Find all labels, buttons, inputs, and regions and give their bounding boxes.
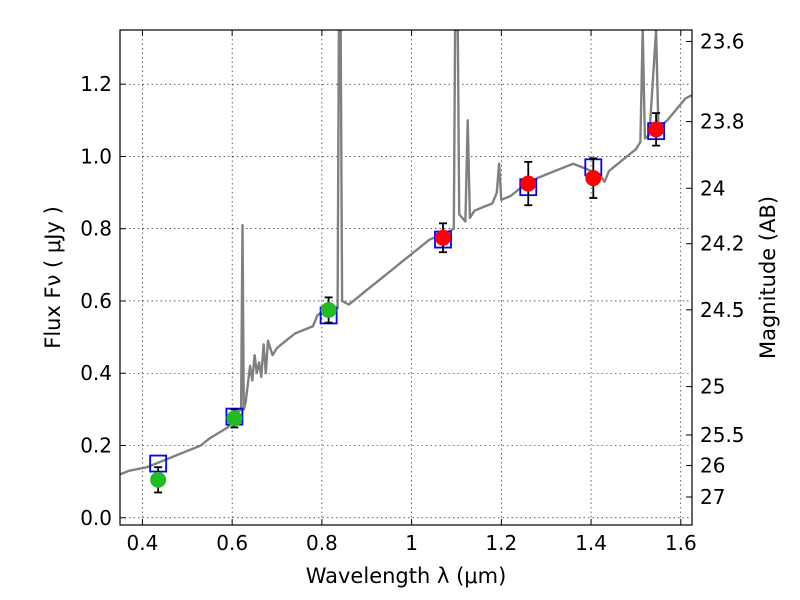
magnitude-tick-label: 23.6 [700, 29, 745, 53]
x-axis-label: Wavelength λ (μm) [306, 564, 507, 588]
model-spectrum-line [120, 30, 692, 476]
x-tick-label: 0.8 [306, 531, 338, 555]
y-tick-label: 1.2 [80, 72, 112, 96]
green-data-point [226, 410, 243, 427]
y-tick-label: 1.0 [80, 144, 112, 168]
magnitude-tick-label: 26 [700, 454, 725, 478]
green-data-point [150, 471, 167, 488]
x-tick-label: 1 [405, 531, 418, 555]
red-data-point [585, 170, 602, 187]
x-tick-label: 1.6 [665, 531, 697, 555]
magnitude-tick-label: 24 [700, 176, 725, 200]
red-data-point [520, 175, 537, 192]
x-tick-label: 1.4 [575, 531, 607, 555]
red-data-point [435, 229, 452, 246]
x-tick-label: 0.6 [216, 531, 248, 555]
x-tick-label: 0.4 [127, 531, 159, 555]
grid [120, 30, 692, 525]
magnitude-tick-label: 24.5 [700, 298, 745, 322]
x-tick-labels: 0.4 0.6 0.8 1 1.2 1.4 1.6 [127, 531, 697, 555]
magnitude-tick-labels: 23.6 23.8 24 24.2 24.5 25 25.5 26 27 [700, 29, 745, 509]
plot-frame [119, 29, 693, 526]
y-tick-label: 0.0 [80, 506, 112, 530]
photometry-points [150, 112, 665, 494]
y-tick-label: 0.2 [80, 434, 112, 458]
y-tick-label: 0.4 [80, 361, 112, 385]
green-data-point [320, 302, 337, 319]
axis-ticks [120, 30, 692, 525]
model-spectrum [120, 30, 692, 476]
magnitude-tick-label: 23.8 [700, 110, 745, 134]
magnitude-axis-label: Magnitude (AB) [756, 196, 780, 359]
red-data-point [648, 121, 665, 138]
magnitude-tick-label: 25 [700, 375, 725, 399]
x-tick-label: 1.2 [485, 531, 517, 555]
y-tick-label: 0.6 [80, 289, 112, 313]
magnitude-tick-label: 27 [700, 485, 725, 509]
magnitude-tick-label: 25.5 [700, 423, 745, 447]
y-tick-label: 0.8 [80, 217, 112, 241]
magnitude-tick-label: 24.2 [700, 232, 745, 256]
y-axis-label: Flux Fν ( μJy ) [41, 206, 65, 349]
y-tick-labels: 0.0 0.2 0.4 0.6 0.8 1.0 1.2 [80, 72, 112, 530]
